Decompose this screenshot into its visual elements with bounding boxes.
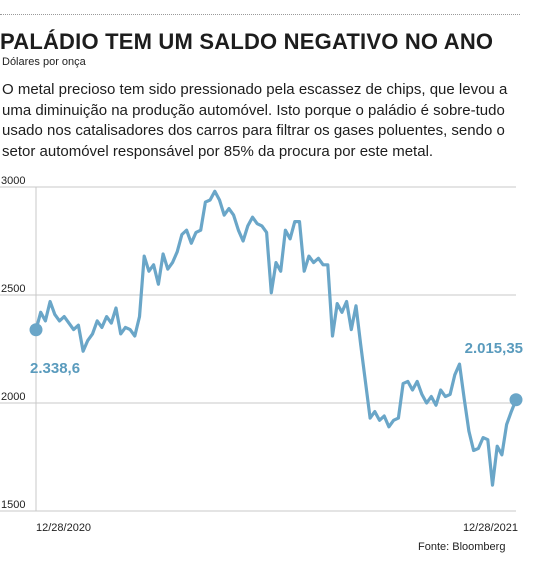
x-axis-start-date: 12/28/2020 (36, 522, 91, 534)
y-tick-label: 3000 (1, 175, 25, 187)
start-value-label: 2.338,6 (30, 360, 80, 377)
chart-description: O metal precioso tem sido pressionado pe… (2, 81, 508, 160)
unit-subtitle: Dólares por onça (2, 56, 86, 68)
y-tick-label: 2000 (1, 391, 25, 403)
end-point-marker (509, 393, 523, 407)
start-point-marker (29, 323, 43, 337)
y-tick-label: 1500 (1, 499, 25, 511)
x-axis-end-date: 12/28/2021 (463, 522, 518, 534)
source-note: Fonte: Bloomberg (418, 541, 506, 553)
series-line-palladium (34, 189, 518, 487)
gridlines (0, 186, 516, 512)
top-rule (0, 14, 520, 15)
end-value-label: 2.015,35 (465, 340, 523, 357)
chart-title: PALÁDIO TEM UM SALDO NEGATIVO NO ANO (0, 29, 494, 54)
y-tick-label: 2500 (1, 283, 25, 295)
y-axis-ticks: 3000 2500 2000 1500 (1, 175, 25, 511)
